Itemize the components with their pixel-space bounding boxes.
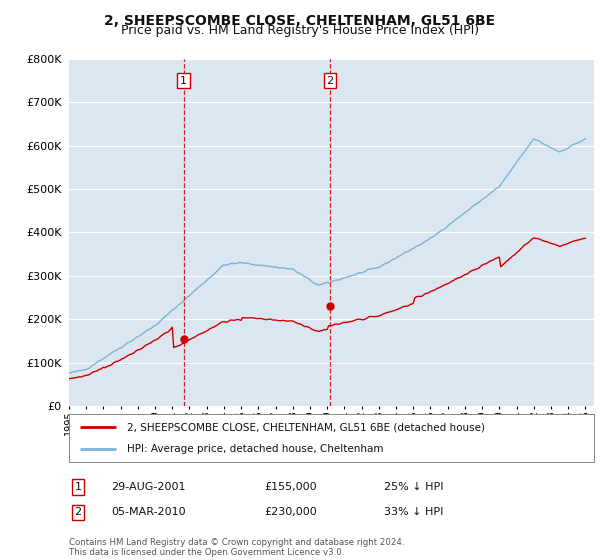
Text: 1: 1 (180, 76, 187, 86)
Text: 2: 2 (74, 507, 82, 517)
Text: 05-MAR-2010: 05-MAR-2010 (111, 507, 185, 517)
Text: 29-AUG-2001: 29-AUG-2001 (111, 482, 185, 492)
Text: 2, SHEEPSCOMBE CLOSE, CHELTENHAM, GL51 6BE: 2, SHEEPSCOMBE CLOSE, CHELTENHAM, GL51 6… (104, 14, 496, 28)
Text: £155,000: £155,000 (264, 482, 317, 492)
Text: £230,000: £230,000 (264, 507, 317, 517)
Text: 33% ↓ HPI: 33% ↓ HPI (384, 507, 443, 517)
Text: 2: 2 (326, 76, 334, 86)
Text: HPI: Average price, detached house, Cheltenham: HPI: Average price, detached house, Chel… (127, 444, 383, 454)
Text: Price paid vs. HM Land Registry's House Price Index (HPI): Price paid vs. HM Land Registry's House … (121, 24, 479, 37)
Text: 25% ↓ HPI: 25% ↓ HPI (384, 482, 443, 492)
Text: Contains HM Land Registry data © Crown copyright and database right 2024.
This d: Contains HM Land Registry data © Crown c… (69, 538, 404, 557)
Text: 2, SHEEPSCOMBE CLOSE, CHELTENHAM, GL51 6BE (detached house): 2, SHEEPSCOMBE CLOSE, CHELTENHAM, GL51 6… (127, 422, 485, 432)
Text: 1: 1 (74, 482, 82, 492)
